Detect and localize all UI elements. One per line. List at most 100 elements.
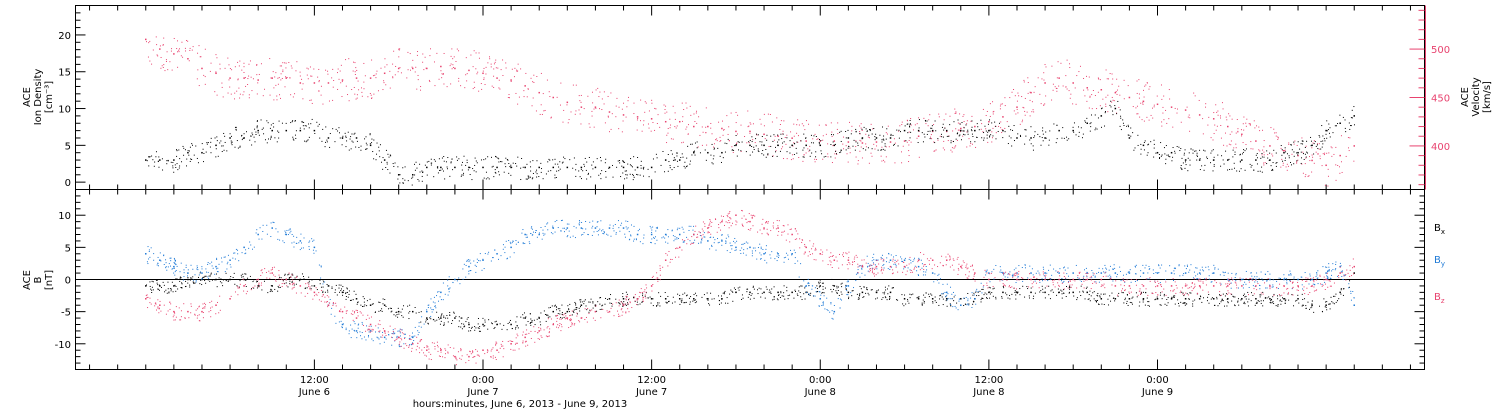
- velocity-noise-point: [389, 87, 391, 89]
- density-noise-point: [963, 130, 965, 132]
- density-noise-point: [989, 135, 991, 137]
- by-noise-point: [587, 234, 589, 236]
- bx-noise-point: [1328, 303, 1330, 305]
- bx-noise-point: [256, 281, 258, 283]
- bx-noise-point: [723, 293, 725, 295]
- bx-noise-point: [296, 275, 298, 277]
- by-noise-point: [560, 220, 562, 222]
- by-noise-point: [350, 337, 352, 339]
- velocity-noise-point: [1069, 97, 1071, 99]
- velocity-noise-point: [865, 143, 867, 145]
- density-noise-point: [389, 172, 391, 174]
- bx-noise-point: [667, 295, 669, 297]
- by-noise-point: [448, 288, 450, 290]
- bx-noise-point: [610, 294, 612, 296]
- density-point: [1198, 159, 1201, 161]
- bx-noise-point: [967, 292, 969, 294]
- density-noise-point: [983, 137, 985, 139]
- velocity-noise-point: [392, 76, 394, 78]
- bx-noise-point: [336, 294, 338, 296]
- velocity-noise-point: [1139, 116, 1141, 118]
- bx-noise-point: [1135, 292, 1137, 294]
- density-noise-point: [161, 158, 163, 160]
- by-noise-point: [283, 242, 285, 244]
- bx-noise-point: [1217, 305, 1219, 307]
- velocity-noise-point: [1180, 121, 1182, 123]
- by-noise-point: [1041, 278, 1043, 280]
- bx-noise-point: [284, 274, 286, 276]
- velocity-noise-point: [373, 93, 375, 95]
- by-noise-point: [895, 255, 897, 257]
- density-point: [1241, 159, 1243, 161]
- velocity-point: [805, 140, 807, 142]
- by-noise-point: [713, 242, 715, 244]
- density-noise-point: [379, 144, 381, 146]
- density-noise-point: [1084, 120, 1086, 122]
- bx-noise-point: [810, 292, 812, 294]
- density-noise-point: [758, 151, 760, 153]
- by-noise-point: [318, 264, 320, 266]
- velocity-noise-point: [966, 131, 968, 133]
- by-noise-point: [920, 259, 922, 261]
- density-noise-point: [800, 140, 802, 142]
- velocity-noise-point: [918, 117, 920, 119]
- bx-noise-point: [639, 303, 641, 305]
- density-noise-point: [450, 162, 452, 164]
- by-noise-point: [356, 337, 358, 339]
- bx-noise-point: [784, 298, 786, 300]
- bx-noise-point: [925, 292, 927, 294]
- by-noise-point: [1053, 268, 1055, 270]
- by-noise-point: [839, 298, 841, 300]
- density-noise-point: [385, 167, 387, 169]
- density-noise-point: [987, 131, 989, 133]
- velocity-noise-point: [818, 124, 820, 126]
- bx-noise-point: [491, 322, 493, 324]
- velocity-point: [412, 67, 414, 70]
- bx-noise-point: [573, 311, 575, 313]
- velocity-noise-point: [171, 48, 173, 50]
- velocity-noise-point: [654, 129, 656, 131]
- bx-noise-point: [441, 313, 443, 315]
- bx-noise-point: [242, 273, 244, 275]
- bx-noise-point: [1050, 290, 1052, 292]
- by-noise-point: [255, 232, 257, 234]
- by-noise-point: [1288, 274, 1290, 276]
- density-point: [1100, 115, 1103, 117]
- bx-noise-point: [228, 280, 230, 282]
- by-point: [819, 298, 822, 300]
- density-noise-point: [1188, 152, 1190, 154]
- bx-noise-point: [401, 308, 403, 310]
- by-noise-point: [585, 228, 587, 230]
- density-noise-point: [1302, 143, 1304, 145]
- bx-noise-point: [945, 300, 947, 302]
- bx-noise-point: [838, 294, 840, 296]
- velocity-point: [426, 67, 428, 70]
- by-point: [257, 233, 259, 236]
- velocity-noise-point: [1144, 85, 1146, 87]
- velocity-noise-point: [1118, 106, 1120, 108]
- bx-noise-point: [1226, 298, 1228, 300]
- by-noise-point: [808, 285, 810, 287]
- bx-noise-point: [924, 296, 926, 298]
- by-noise-point: [847, 281, 849, 283]
- bx-noise-point: [1323, 298, 1325, 300]
- bx-noise-point: [1097, 299, 1099, 301]
- bx-noise-point: [795, 291, 797, 293]
- by-noise-point: [888, 261, 890, 263]
- velocity-point: [229, 77, 231, 79]
- velocity-noise-point: [827, 143, 829, 145]
- density-noise-point: [154, 161, 156, 163]
- velocity-noise-point: [628, 96, 630, 98]
- bx-noise-point: [546, 314, 548, 316]
- by-noise-point: [568, 230, 570, 232]
- by-noise-point: [967, 298, 969, 300]
- by-noise-point: [1013, 269, 1015, 271]
- velocity-noise-point: [1148, 88, 1150, 90]
- bx-noise-point: [1017, 291, 1019, 293]
- by-point: [1339, 265, 1341, 268]
- by-noise-point: [311, 238, 313, 240]
- density-noise-point: [1061, 137, 1063, 139]
- density-noise-point: [1045, 131, 1047, 133]
- density-noise-point: [981, 137, 983, 139]
- velocity-noise-point: [392, 63, 394, 65]
